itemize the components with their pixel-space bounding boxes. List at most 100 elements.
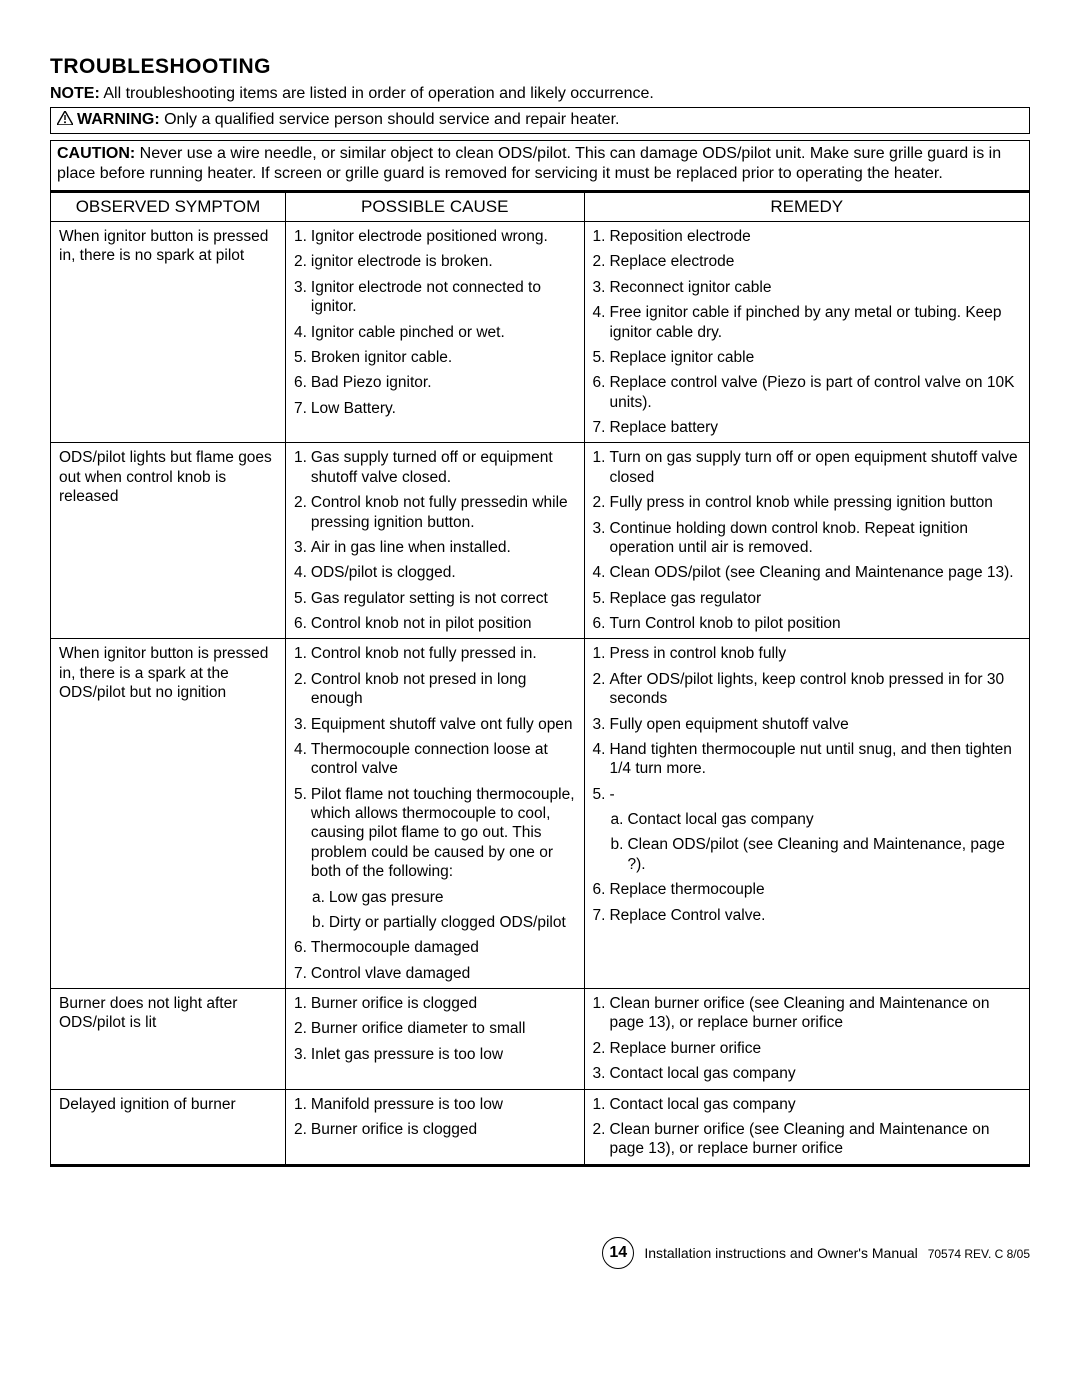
item-text: Gas regulator setting is not correct bbox=[311, 589, 576, 608]
item-number: 3. bbox=[593, 519, 606, 558]
item-number: 7. bbox=[593, 906, 606, 925]
item-text: Broken ignitor cable. bbox=[311, 348, 576, 367]
page-number: 14 bbox=[602, 1237, 634, 1269]
item-number: 4. bbox=[294, 563, 307, 582]
table-header-row: OBSERVED SYMPTOM POSSIBLE CAUSE REMEDY bbox=[51, 193, 1030, 222]
item-number: 2. bbox=[294, 670, 307, 709]
item-number: 5. bbox=[294, 589, 307, 608]
item-text: Clean burner orifice (see Cleaning and M… bbox=[609, 994, 1021, 1033]
list-item: 7.Low Battery. bbox=[294, 399, 576, 418]
item-number: 3. bbox=[593, 278, 606, 297]
item-text: Thermocouple damaged bbox=[311, 938, 576, 957]
item-number: 5. bbox=[593, 785, 606, 804]
item-number: 2. bbox=[294, 252, 307, 271]
list-item: b.Clean ODS/pilot (see Cleaning and Main… bbox=[593, 835, 1021, 874]
item-text: Pilot flame not touching thermocouple, w… bbox=[311, 785, 576, 882]
item-text: Replace burner orifice bbox=[609, 1039, 1021, 1058]
cell-cause: 1.Ignitor electrode positioned wrong. 2.i… bbox=[285, 222, 584, 443]
list-item: a.Contact local gas company bbox=[593, 810, 1021, 829]
item-number: a. bbox=[611, 810, 624, 829]
list-item: 4.Hand tighten thermocouple nut until sn… bbox=[593, 740, 1021, 779]
list-item: 1.Clean burner orifice (see Cleaning and… bbox=[593, 994, 1021, 1033]
item-text: Replace battery bbox=[609, 418, 1021, 437]
list-item: 2.Replace burner orifice bbox=[593, 1039, 1021, 1058]
list-item: 2.After ODS/pilot lights, keep control k… bbox=[593, 670, 1021, 709]
list-item: 1.Ignitor electrode positioned wrong. bbox=[294, 227, 576, 246]
list-item: 3.Ignitor electrode not connected to ign… bbox=[294, 278, 576, 317]
note-label: NOTE: bbox=[50, 85, 100, 102]
list-item: 3.Reconnect ignitor cable bbox=[593, 278, 1021, 297]
list-item: 4.Free ignitor cable if pinched by any m… bbox=[593, 303, 1021, 342]
item-number: 3. bbox=[294, 715, 307, 734]
item-text: Contact local gas company bbox=[609, 1064, 1021, 1083]
list-item: 5.Gas regulator setting is not correct bbox=[294, 589, 576, 608]
item-number: 5. bbox=[593, 348, 606, 367]
list-item: 3.Fully open equipment shutoff valve bbox=[593, 715, 1021, 734]
cell-cause: 1.Manifold pressure is too low 2.Burner o… bbox=[285, 1089, 584, 1165]
list-item: 4.Thermocouple connection loose at contr… bbox=[294, 740, 576, 779]
list-item: 6.Control knob not in pilot position bbox=[294, 614, 576, 633]
list-item: 5.Pilot flame not touching thermocouple,… bbox=[294, 785, 576, 882]
list-item: 6.Replace thermocouple bbox=[593, 880, 1021, 899]
th-symptom: OBSERVED SYMPTOM bbox=[51, 193, 286, 222]
table-row: Burner does not light after ODS/pilot is… bbox=[51, 989, 1030, 1090]
list-item: 1.Contact local gas company bbox=[593, 1095, 1021, 1114]
item-text: ignitor electrode is broken. bbox=[311, 252, 576, 271]
item-text: Fully press in control knob while pressi… bbox=[609, 493, 1021, 512]
list-item: 1.Control knob not fully pressed in. bbox=[294, 644, 576, 663]
item-text: Burner orifice diameter to small bbox=[311, 1019, 576, 1038]
cell-remedy: 1.Clean burner orifice (see Cleaning and… bbox=[584, 989, 1029, 1090]
list-item: 1.Burner orifice is clogged bbox=[294, 994, 576, 1013]
item-text: - bbox=[609, 785, 1021, 804]
item-number: 1. bbox=[593, 448, 606, 487]
item-number: 2. bbox=[294, 1019, 307, 1038]
list-item: 2.Clean burner orifice (see Cleaning and… bbox=[593, 1120, 1021, 1159]
item-text: Continue holding down control knob. Repe… bbox=[609, 519, 1021, 558]
list-item: 2.Control knob not presed in long enough bbox=[294, 670, 576, 709]
list-item: 4.Clean ODS/pilot (see Cleaning and Main… bbox=[593, 563, 1021, 582]
item-number: 1. bbox=[294, 644, 307, 663]
th-cause: POSSIBLE CAUSE bbox=[285, 193, 584, 222]
item-number: 1. bbox=[294, 227, 307, 246]
item-number: 3. bbox=[294, 278, 307, 317]
item-text: Reposition electrode bbox=[609, 227, 1021, 246]
item-text: Air in gas line when installed. bbox=[311, 538, 576, 557]
item-text: Bad Piezo ignitor. bbox=[311, 373, 576, 392]
item-number: 1. bbox=[593, 994, 606, 1033]
item-number: 2. bbox=[294, 1120, 307, 1139]
caution-label: CAUTION: bbox=[57, 145, 135, 162]
item-text: Reconnect ignitor cable bbox=[609, 278, 1021, 297]
item-text: Turn on gas supply turn off or open equi… bbox=[609, 448, 1021, 487]
cell-remedy: 1.Contact local gas company 2.Clean burne… bbox=[584, 1089, 1029, 1165]
list-item: a.Low gas presure bbox=[294, 888, 576, 907]
cell-symptom: ODS/pilot lights but flame goes out when… bbox=[51, 443, 286, 639]
item-number: 1. bbox=[294, 1095, 307, 1114]
cell-remedy: 1.Reposition electrode2.Replace electrod… bbox=[584, 222, 1029, 443]
item-text: Thermocouple connection loose at control… bbox=[311, 740, 576, 779]
list-item: 1.Turn on gas supply turn off or open eq… bbox=[593, 448, 1021, 487]
item-number: 3. bbox=[294, 1045, 307, 1064]
item-number: 4. bbox=[593, 563, 606, 582]
item-number: 2. bbox=[294, 493, 307, 532]
list-item: 2.Burner orifice is clogged bbox=[294, 1120, 576, 1139]
item-text: Control knob not in pilot position bbox=[311, 614, 576, 633]
table-row: ODS/pilot lights but flame goes out when… bbox=[51, 443, 1030, 639]
item-number: 3. bbox=[593, 715, 606, 734]
item-text: Clean burner orifice (see Cleaning and M… bbox=[609, 1120, 1021, 1159]
item-text: Manifold pressure is too low bbox=[311, 1095, 576, 1114]
item-number: 2. bbox=[593, 670, 606, 709]
list-item: 6.Turn Control knob to pilot position bbox=[593, 614, 1021, 633]
footer-title: Installation instructions and Owner's Ma… bbox=[644, 1245, 917, 1261]
cell-cause: 1.Control knob not fully pressed in. 2.Co… bbox=[285, 639, 584, 989]
list-item: 2.Burner orifice diameter to small bbox=[294, 1019, 576, 1038]
item-text: Inlet gas pressure is too low bbox=[311, 1045, 576, 1064]
item-number: 7. bbox=[593, 418, 606, 437]
item-number: 7. bbox=[294, 399, 307, 418]
item-text: Replace electrode bbox=[609, 252, 1021, 271]
list-item: b.Dirty or partially clogged ODS/pilot bbox=[294, 913, 576, 932]
item-number: 1. bbox=[593, 644, 606, 663]
item-number: 6. bbox=[593, 373, 606, 412]
list-item: 2.Control knob not fully pressedin while… bbox=[294, 493, 576, 532]
item-text: Free ignitor cable if pinched by any met… bbox=[609, 303, 1021, 342]
note-text: All troubleshooting items are listed in … bbox=[100, 85, 654, 102]
